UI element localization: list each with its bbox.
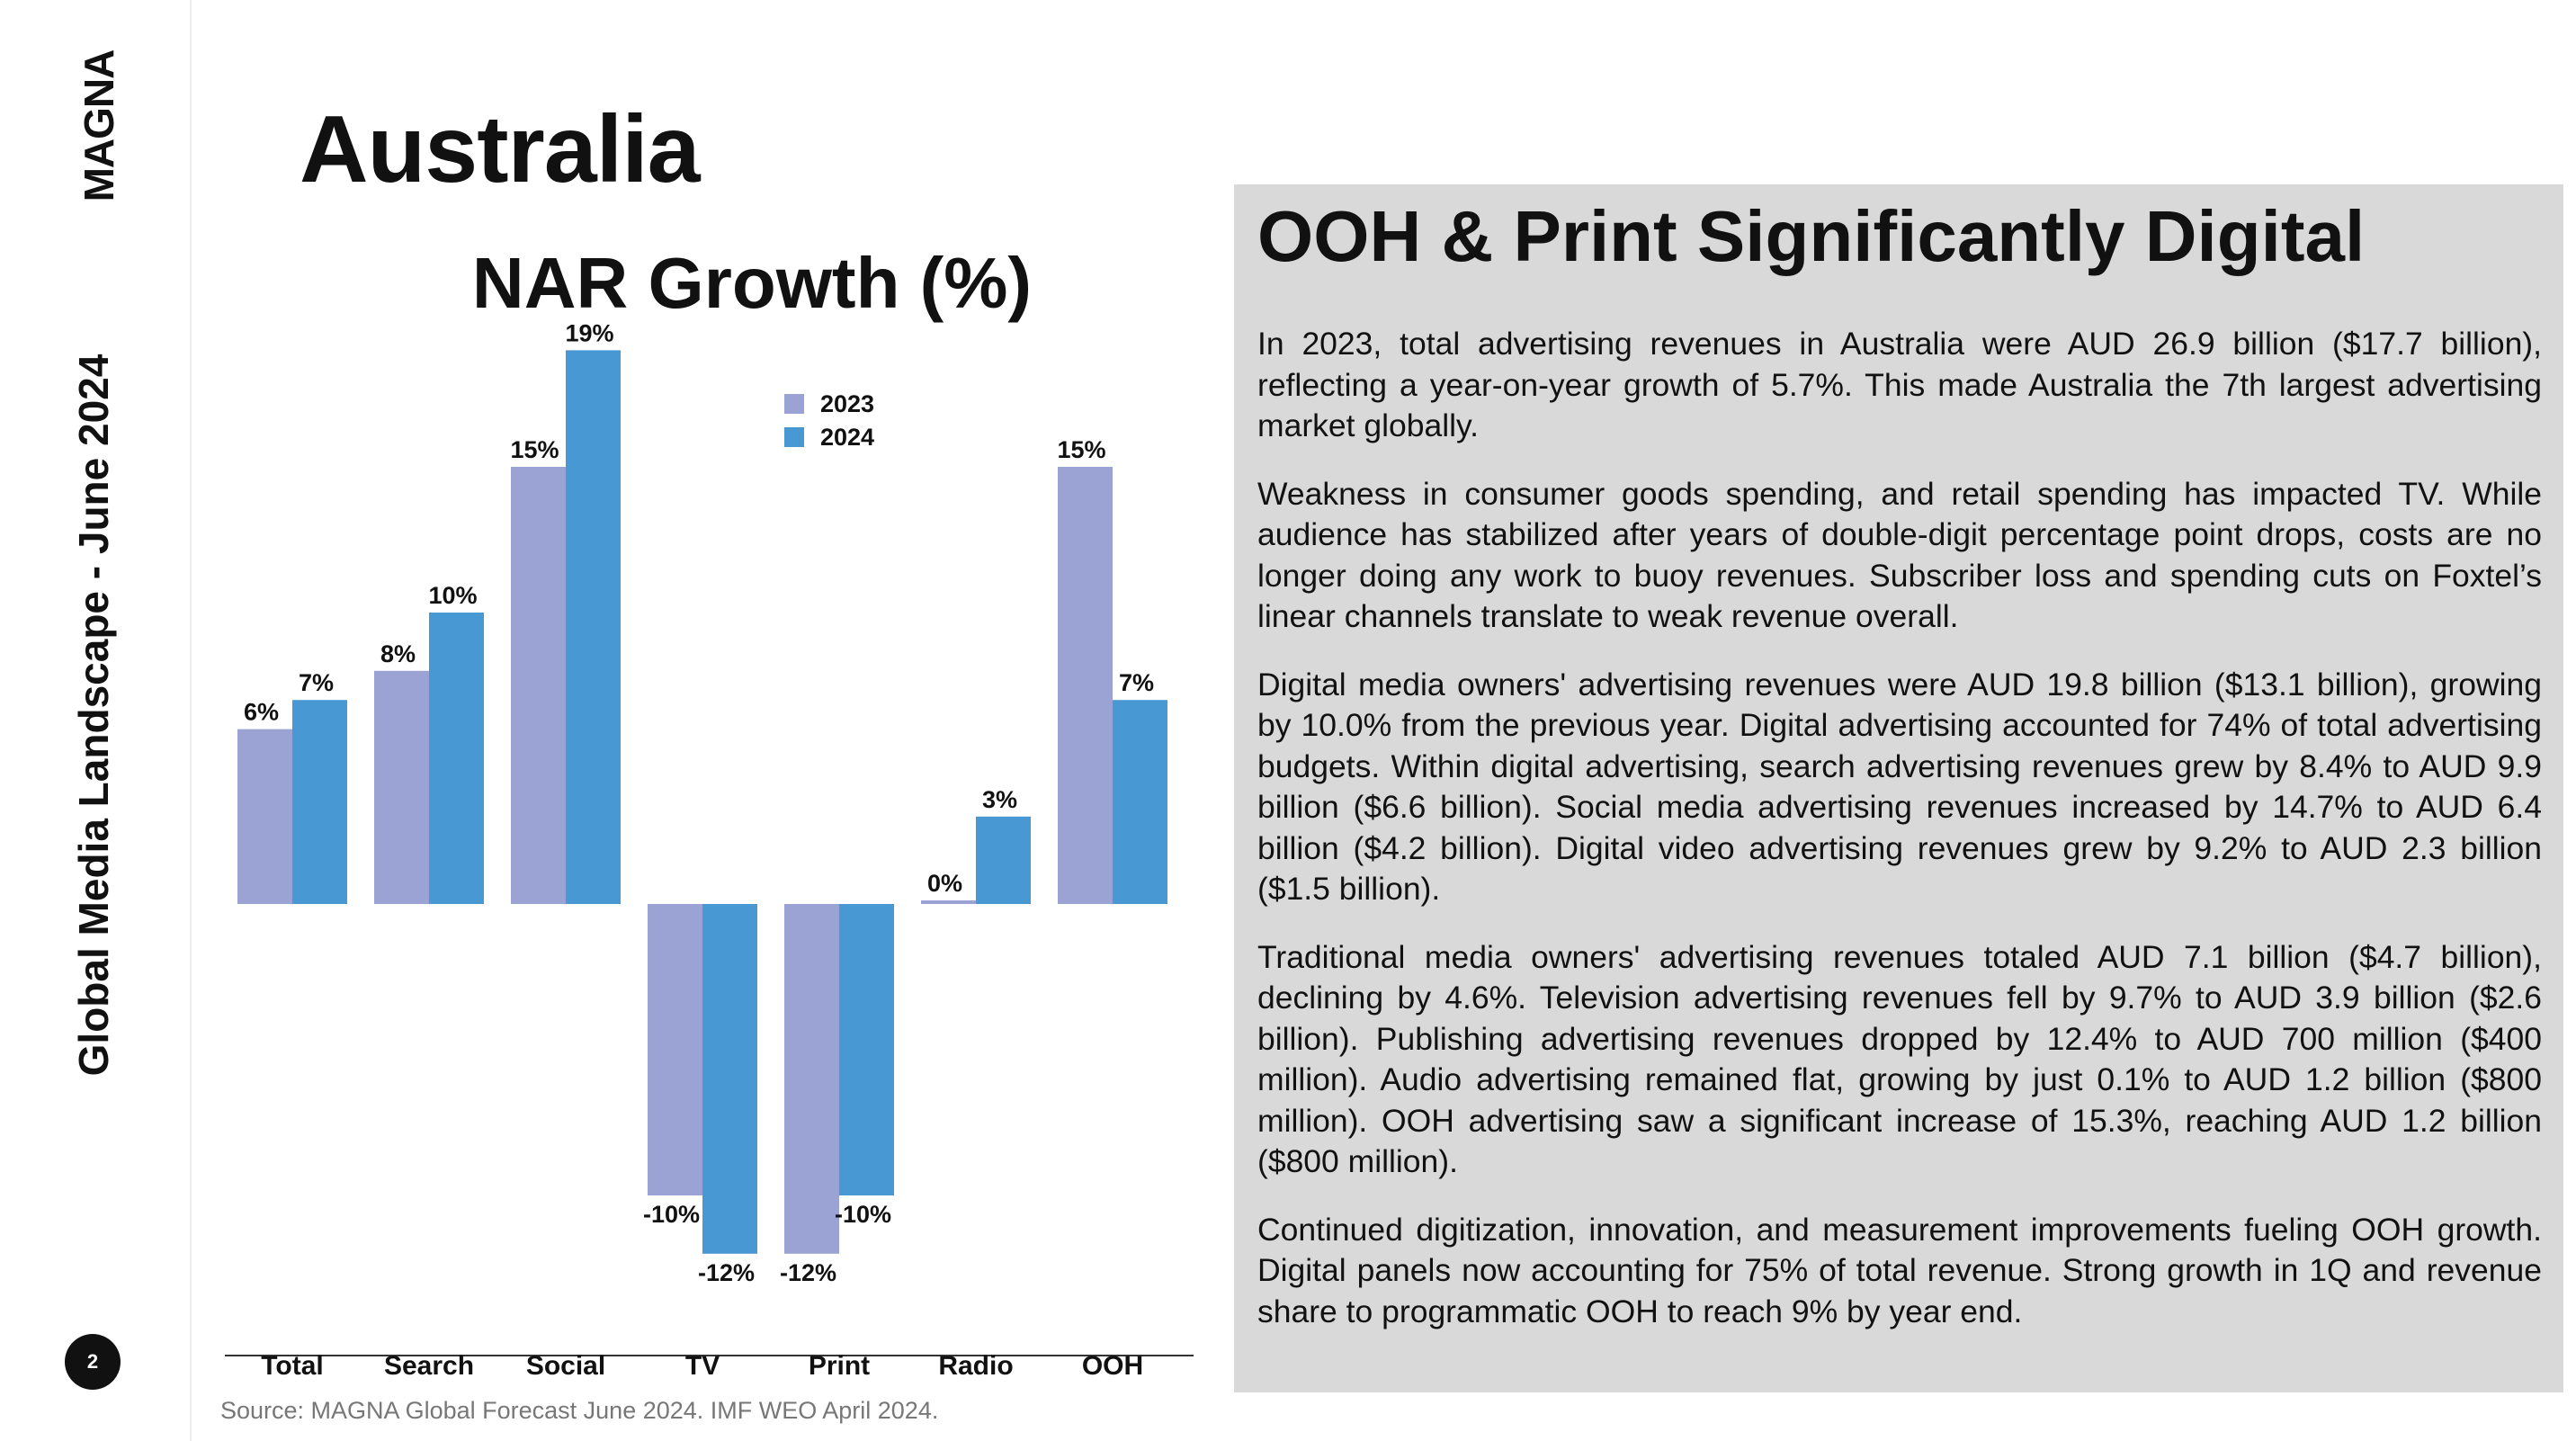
bar-2023-radio bbox=[921, 900, 976, 904]
data-label: 10% bbox=[428, 582, 477, 609]
data-label: 19% bbox=[565, 319, 613, 346]
data-label: 7% bbox=[299, 669, 334, 696]
bar-2023-total bbox=[237, 729, 292, 904]
bar-2023-tv bbox=[648, 904, 702, 1195]
data-label: 15% bbox=[510, 436, 559, 463]
category-labels: Total Search Social TV Print Radio OOH bbox=[261, 1351, 1143, 1381]
category-label-ooh: OOH bbox=[1082, 1351, 1143, 1381]
data-label: 7% bbox=[1119, 669, 1154, 696]
legend-label-2023: 2023 bbox=[820, 390, 874, 417]
category-label-radio: Radio bbox=[938, 1351, 1013, 1381]
legend-label-2024: 2024 bbox=[820, 424, 874, 451]
bar-2023-print bbox=[784, 904, 839, 1254]
bar-2023-search bbox=[374, 670, 429, 904]
category-label-total: Total bbox=[261, 1351, 323, 1381]
bar-2024-print bbox=[839, 904, 894, 1195]
data-label: -10% bbox=[643, 1201, 700, 1228]
bar-2023-ooh bbox=[1058, 467, 1113, 904]
data-label: -12% bbox=[780, 1259, 836, 1286]
bar-2024-total bbox=[292, 700, 347, 904]
bar-2024-radio bbox=[976, 816, 1031, 904]
panel-paragraph: Weakness in consumer goods spending, and… bbox=[1257, 475, 2542, 635]
data-label: 6% bbox=[244, 699, 279, 726]
panel-paragraph: Traditional media owners' advertising re… bbox=[1257, 938, 2542, 1180]
data-label: -10% bbox=[835, 1201, 891, 1228]
category-label-search: Search bbox=[384, 1351, 474, 1381]
panel-body: In 2023, total advertising revenues in A… bbox=[1257, 324, 2542, 1359]
data-label: 0% bbox=[927, 870, 962, 897]
data-label: -12% bbox=[698, 1259, 755, 1286]
category-label-social: Social bbox=[526, 1351, 605, 1381]
sidebar-divider bbox=[190, 0, 192, 1441]
bar-2024-social bbox=[566, 350, 621, 904]
category-label-print: Print bbox=[809, 1351, 870, 1381]
chart-bars: 6% 7% 8% 10% 15% 19% -10% -12% -12% -10% 0% 3% 15% 7% bbox=[237, 319, 1167, 1286]
nar-growth-chart: NAR Growth (%) 2023 2024 6% 7% 8% 10% 15% 19% -… bbox=[225, 243, 1194, 1381]
chart-legend: 2023 2024 bbox=[784, 390, 874, 451]
commentary-panel: OOH & Print Significantly Digital In 202… bbox=[1234, 184, 2563, 1392]
legend-swatch-2023 bbox=[784, 394, 804, 414]
panel-title: OOH & Print Significantly Digital bbox=[1257, 196, 2366, 276]
legend-swatch-2024 bbox=[784, 427, 804, 447]
panel-paragraph: Continued digitization, innovation, and … bbox=[1257, 1211, 2542, 1329]
bar-2023-social bbox=[511, 467, 566, 904]
data-label: 8% bbox=[380, 640, 416, 667]
page-title: Australia bbox=[300, 96, 701, 202]
data-label: 3% bbox=[982, 786, 1017, 813]
bar-2024-tv bbox=[702, 904, 757, 1254]
bar-2024-search bbox=[429, 613, 484, 904]
data-label: 15% bbox=[1057, 436, 1105, 463]
bar-2024-ooh bbox=[1113, 700, 1167, 904]
category-label-tv: TV bbox=[685, 1351, 720, 1381]
page-number-badge: 2 bbox=[65, 1334, 121, 1390]
panel-paragraph: Digital media owners' advertising revenu… bbox=[1257, 666, 2542, 908]
chart-title: NAR Growth (%) bbox=[472, 243, 1032, 323]
source-note: Source: MAGNA Global Forecast June 2024.… bbox=[220, 1397, 939, 1424]
panel-paragraph: In 2023, total advertising revenues in A… bbox=[1257, 326, 2542, 443]
